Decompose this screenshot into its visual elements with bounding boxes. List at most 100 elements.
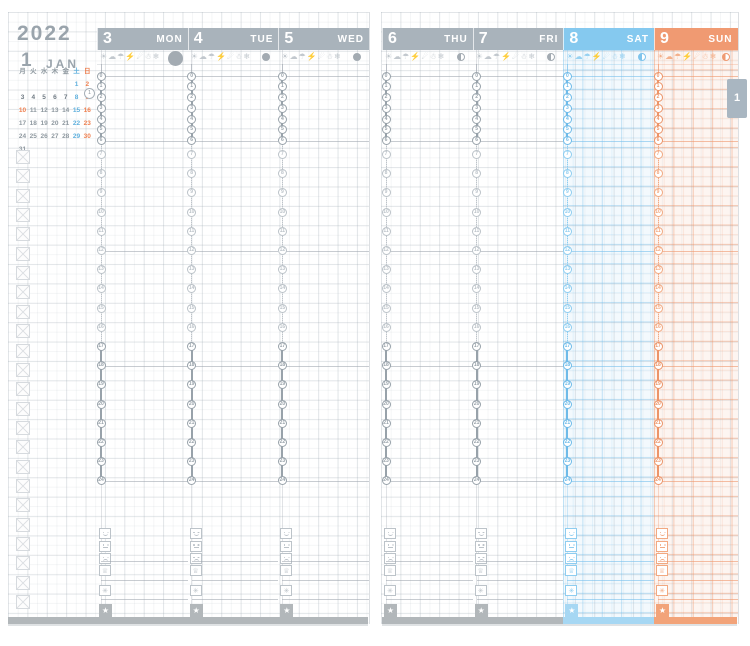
calendar-day[interactable]: 7 (63, 94, 68, 101)
lightning-icon[interactable]: ⚡ (501, 52, 511, 61)
umbrella-icon[interactable]: ☂ (207, 52, 216, 61)
hour-marker[interactable]: 15 (187, 303, 197, 313)
mood-box[interactable] (384, 553, 396, 564)
flower-icon[interactable]: ✳ (384, 584, 396, 596)
hour-marker[interactable]: 4 (472, 114, 482, 124)
mood-box[interactable] (280, 528, 293, 539)
hour-marker[interactable]: 10 (187, 207, 197, 217)
hour-marker[interactable]: 0 (187, 71, 197, 81)
hour-marker[interactable]: 15 (277, 303, 287, 313)
calendar-day[interactable]: 25 (29, 133, 37, 140)
snowflake-icon[interactable]: ❄ (334, 52, 341, 61)
hour-marker[interactable]: 16 (653, 322, 663, 332)
calendar-day[interactable]: 12 (40, 107, 48, 114)
hour-marker[interactable]: 8 (187, 169, 197, 179)
star-icon[interactable]: ★ (656, 604, 669, 617)
calendar-day[interactable]: 28 (62, 133, 70, 140)
calendar-day[interactable]: 6 (53, 94, 57, 101)
hour-marker[interactable]: 22 (562, 438, 572, 447)
hour-marker[interactable]: 4 (653, 114, 663, 124)
lightning-icon[interactable]: ⚡ (306, 52, 317, 61)
umbrella-icon[interactable]: ☂ (492, 52, 501, 61)
calendar-day[interactable]: 15 (72, 107, 81, 114)
hour-marker[interactable]: 18 (96, 361, 106, 371)
hour-marker[interactable]: 14 (472, 284, 482, 294)
flower-icon[interactable]: ✳ (99, 584, 111, 596)
mood-box[interactable] (189, 540, 202, 552)
hour-marker[interactable]: 22 (472, 438, 482, 447)
hour-marker[interactable]: 1 (96, 82, 106, 92)
hour-marker[interactable]: 9 (187, 188, 197, 198)
cloud-icon[interactable]: ☁ (108, 52, 117, 61)
hour-marker[interactable]: 21 (96, 418, 106, 428)
mood-box[interactable] (189, 528, 202, 539)
hour-marker[interactable]: 14 (653, 284, 663, 294)
star-icon[interactable]: ★ (474, 604, 488, 617)
hour-marker[interactable]: 12 (653, 246, 663, 255)
lightning-icon[interactable]: ⚡ (216, 52, 226, 61)
hour-marker[interactable]: 11 (381, 226, 391, 236)
hour-marker[interactable]: 13 (187, 265, 197, 275)
flower-icon[interactable]: ✳ (280, 584, 293, 596)
hour-marker[interactable]: 21 (187, 418, 197, 428)
lightning-icon[interactable]: ⚡ (591, 52, 602, 61)
sun-icon[interactable]: ☀ (475, 52, 483, 61)
hour-marker[interactable]: 16 (381, 322, 391, 332)
hour-marker[interactable]: 8 (562, 169, 572, 179)
hour-marker[interactable]: 21 (277, 418, 287, 428)
hour-marker[interactable]: 3 (562, 103, 572, 113)
hour-marker[interactable]: 7 (381, 150, 391, 159)
hour-marker[interactable]: 18 (562, 361, 572, 371)
hour-marker[interactable]: 23 (187, 457, 197, 467)
hour-marker[interactable]: 18 (381, 361, 391, 371)
sun-icon[interactable]: ☀ (100, 52, 108, 61)
snowflake-icon[interactable]: ❄ (709, 52, 717, 61)
todo-checkbox[interactable] (16, 478, 30, 493)
mood-box[interactable] (189, 553, 202, 564)
hour-marker[interactable]: 15 (653, 303, 663, 313)
todo-checkbox[interactable] (16, 304, 30, 319)
todo-checkbox[interactable] (16, 556, 30, 571)
calendar-day[interactable]: 23 (83, 120, 91, 127)
hour-marker[interactable]: 7 (562, 150, 572, 159)
hour-marker[interactable]: 7 (187, 150, 197, 159)
mood-box[interactable] (280, 553, 293, 564)
hour-marker[interactable]: 16 (96, 322, 106, 332)
hour-marker[interactable]: 18 (653, 361, 663, 371)
hour-marker[interactable]: 12 (277, 246, 287, 255)
hour-marker[interactable]: 20 (381, 399, 391, 409)
mood-box[interactable] (565, 553, 578, 564)
hour-marker[interactable]: 7 (472, 150, 482, 159)
snowflake-icon[interactable]: ❄ (528, 52, 536, 61)
calendar-day[interactable]: 5 (42, 94, 46, 101)
snowflake-icon[interactable]: ❄ (243, 52, 251, 61)
hour-marker[interactable]: 19 (381, 380, 391, 390)
todo-checkbox[interactable] (16, 382, 30, 397)
crown-icon[interactable]: ♕ (656, 565, 668, 576)
hour-marker[interactable]: 23 (381, 457, 391, 467)
hour-marker[interactable]: 2 (277, 93, 287, 102)
hour-marker[interactable]: 12 (187, 246, 197, 255)
hour-marker[interactable]: 0 (381, 71, 391, 81)
wind-icon[interactable]: ☄ (227, 52, 235, 61)
todo-checkbox[interactable] (16, 517, 30, 532)
hour-marker[interactable]: 10 (277, 207, 287, 217)
hour-marker[interactable]: 21 (381, 418, 391, 428)
hour-marker[interactable]: 17 (653, 342, 663, 351)
snowman-icon[interactable]: ☃ (235, 52, 243, 61)
hour-marker[interactable]: 14 (562, 284, 572, 294)
sun-icon[interactable]: ☀ (281, 52, 289, 61)
hour-marker[interactable]: 23 (562, 457, 572, 467)
hour-marker[interactable]: 19 (562, 380, 572, 390)
todo-checkbox[interactable] (16, 324, 30, 339)
hour-marker[interactable]: 10 (472, 207, 482, 217)
calendar-day[interactable]: 20 (51, 120, 59, 127)
hour-marker[interactable]: 16 (472, 322, 482, 332)
hour-marker[interactable]: 10 (562, 207, 572, 217)
hour-marker[interactable]: 18 (472, 361, 482, 371)
hour-marker[interactable]: 18 (187, 361, 197, 371)
hour-marker[interactable]: 3 (381, 103, 391, 113)
calendar-day[interactable]: 10 (18, 107, 27, 114)
hour-marker[interactable]: 9 (653, 188, 663, 198)
hour-marker[interactable]: 9 (96, 188, 106, 198)
